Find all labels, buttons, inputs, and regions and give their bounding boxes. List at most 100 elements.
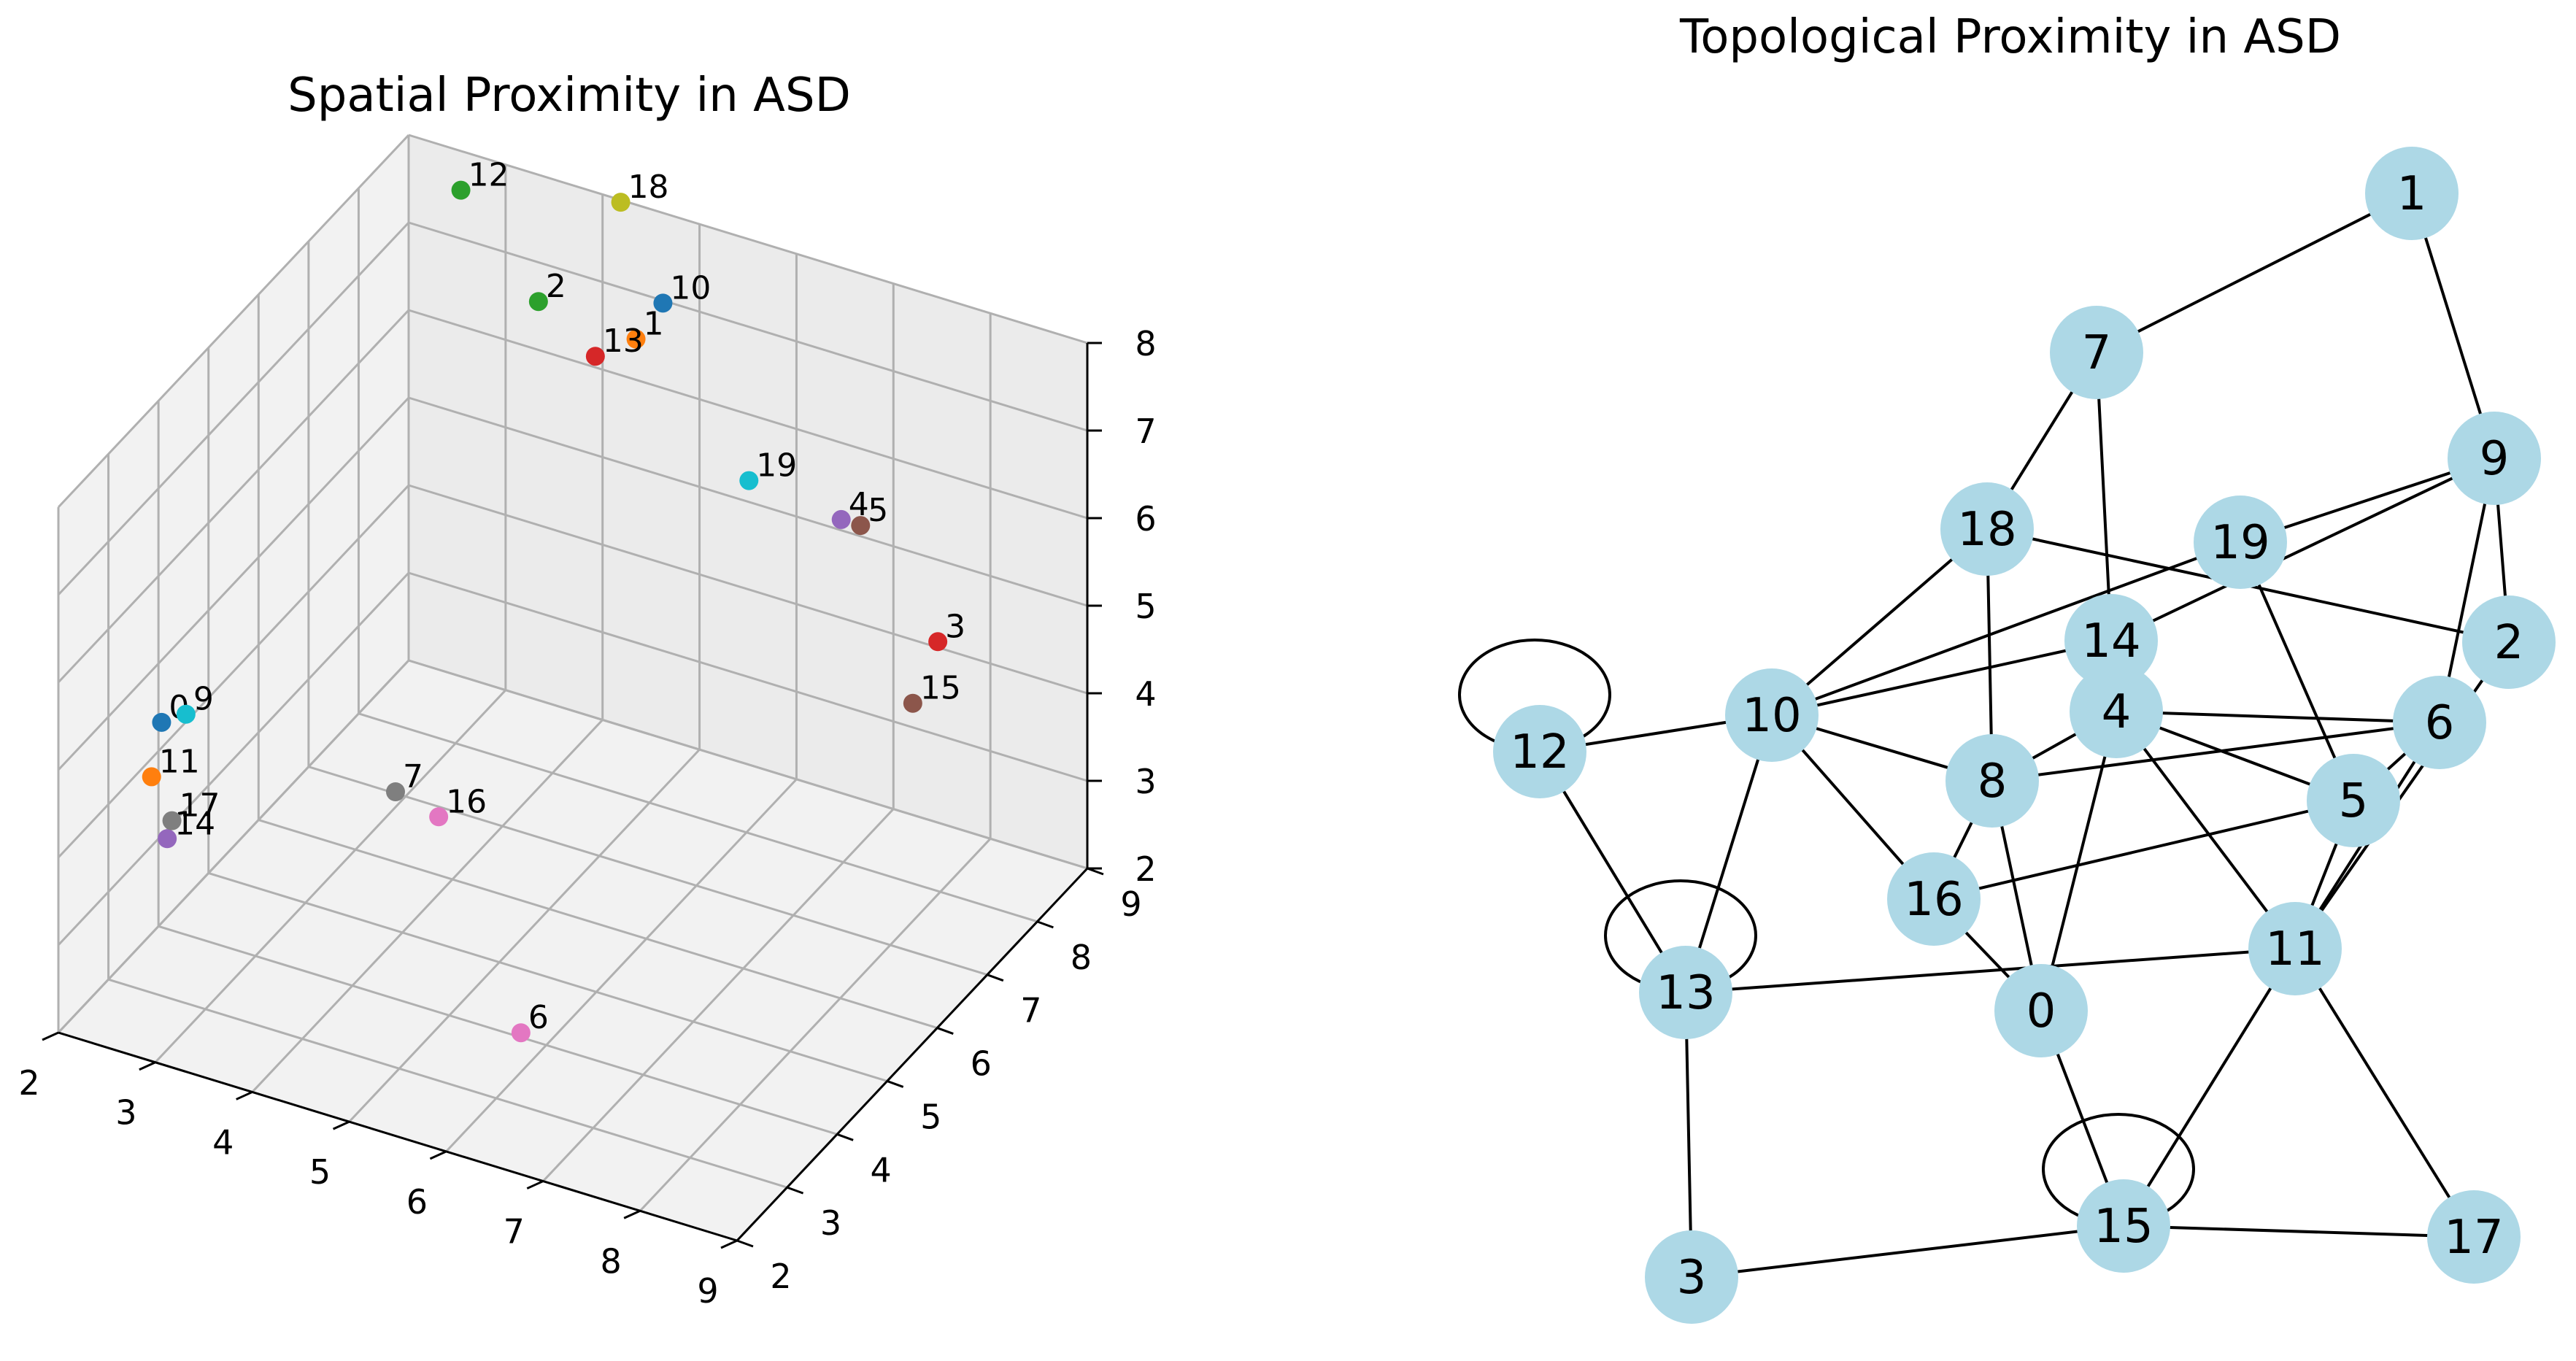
- graph-node-18: 18: [1940, 482, 2034, 576]
- node-circle: [2194, 496, 2287, 589]
- grid-back-z: [408, 396, 1088, 607]
- y-tick-label: 6: [971, 1044, 992, 1084]
- scatter-point-5: 5: [851, 492, 888, 536]
- point-label: 5: [868, 492, 888, 529]
- grid-left-z: [57, 571, 410, 946]
- x-tick-mark: [236, 1091, 253, 1100]
- edge-12-13: [1538, 750, 1687, 994]
- graph-node-17: 17: [2427, 1190, 2521, 1284]
- node-circle: [2077, 1179, 2170, 1273]
- node-circle: [1645, 1230, 1738, 1324]
- chart-title-topological: Topological Proximity in ASD: [1679, 10, 2341, 64]
- grid-floor-x: [445, 778, 798, 1152]
- scatter-point-16: 16: [429, 783, 487, 827]
- edge-4-0: [2040, 711, 2118, 1011]
- point-label: 2: [546, 268, 566, 305]
- point-label: 13: [603, 323, 644, 360]
- node-circle: [2427, 1190, 2521, 1284]
- grid-left-z: [57, 659, 410, 1034]
- x-tick-mark: [139, 1061, 156, 1071]
- scatter-point-12: 12: [451, 157, 509, 200]
- point-marker: [386, 782, 405, 801]
- y-tick-label: 7: [1020, 991, 1041, 1030]
- scatter-point-7: 7: [386, 758, 423, 801]
- graph-node-10: 10: [1725, 668, 1819, 762]
- point-marker: [429, 807, 449, 827]
- edge-8-6: [1991, 721, 2440, 782]
- point-marker: [158, 829, 177, 849]
- node-circle: [1725, 668, 1819, 762]
- graph-node-6: 6: [2393, 676, 2486, 769]
- scatter-point-9: 9: [176, 681, 214, 724]
- edge-13-3: [1684, 992, 1693, 1278]
- edge-13-11: [1685, 947, 2296, 994]
- point-marker: [831, 509, 851, 529]
- graph-node-1: 1: [2365, 147, 2459, 240]
- node-label: 8: [1978, 755, 2008, 809]
- edge-18-10: [1770, 528, 1989, 717]
- scatter-point-10: 10: [653, 269, 711, 313]
- grid-floor-x: [639, 838, 992, 1212]
- scatter-point-2: 2: [528, 268, 566, 312]
- edge-11-15: [2122, 947, 2297, 1227]
- graph-node-9: 9: [2448, 412, 2541, 505]
- point-label: 10: [670, 269, 711, 306]
- y-tick-mark: [787, 1186, 804, 1195]
- scatter-point-17: 17: [162, 787, 220, 830]
- grid-left-z: [57, 309, 410, 684]
- y-tick-label: 9: [1120, 884, 1141, 924]
- node-label: 19: [2210, 516, 2270, 570]
- point-label: 18: [628, 169, 669, 206]
- point-marker: [739, 471, 759, 490]
- graph-node-2: 2: [2462, 595, 2556, 689]
- node-label: 11: [2265, 922, 2324, 976]
- x-tick-mark: [720, 1239, 738, 1249]
- node-circle: [2050, 306, 2143, 399]
- grid-floor-y: [108, 978, 788, 1189]
- x-tick-mark: [42, 1031, 59, 1041]
- node-label: 7: [2082, 326, 2112, 380]
- x-tick-mark: [526, 1180, 544, 1190]
- y-axis-line: [736, 867, 1089, 1242]
- z-tick-label: 3: [1135, 762, 1156, 801]
- edge-9-14: [2110, 457, 2495, 642]
- point-marker: [176, 704, 196, 724]
- scatter-point-6: 6: [511, 999, 549, 1043]
- point-label: 16: [446, 783, 487, 820]
- graph-node-14: 14: [2064, 594, 2158, 687]
- node-circle: [2393, 676, 2486, 769]
- grid-floor-y: [158, 925, 838, 1136]
- scatter-point-19: 19: [739, 447, 797, 490]
- node-label: 18: [1957, 503, 2016, 557]
- z-tick-label: 2: [1135, 849, 1156, 889]
- point-label: 6: [528, 999, 549, 1036]
- x-tick-label: 7: [504, 1212, 525, 1252]
- grid-floor-x: [542, 808, 895, 1182]
- node-circle: [2070, 665, 2163, 758]
- node-circle: [1994, 964, 2088, 1057]
- chart-title-spatial: Spatial Proximity in ASD: [288, 69, 851, 123]
- grid-left-z: [57, 221, 410, 596]
- graph-node-8: 8: [1946, 734, 2039, 828]
- point-marker: [626, 329, 646, 349]
- z-tick-label: 7: [1135, 412, 1156, 451]
- point-marker: [928, 632, 948, 652]
- x-tick-label: 3: [115, 1093, 136, 1133]
- floor-pane: [58, 660, 1087, 1241]
- y-tick-mark: [736, 1239, 754, 1248]
- point-label: 15: [920, 670, 961, 707]
- graph-node-11: 11: [2248, 902, 2342, 995]
- grid-back-z: [408, 484, 1088, 695]
- node-label: 4: [2102, 685, 2132, 739]
- grid-floor-x: [348, 749, 701, 1123]
- edge-19-5: [2239, 541, 2355, 801]
- graph-node-3: 3: [1645, 1230, 1738, 1324]
- node-label: 0: [2027, 984, 2056, 1038]
- scatter-point-15: 15: [903, 670, 961, 713]
- node-label: 12: [1510, 725, 1569, 779]
- z-tick-label: 4: [1135, 674, 1156, 714]
- node-circle: [2448, 412, 2541, 505]
- grid-left-z: [57, 134, 410, 509]
